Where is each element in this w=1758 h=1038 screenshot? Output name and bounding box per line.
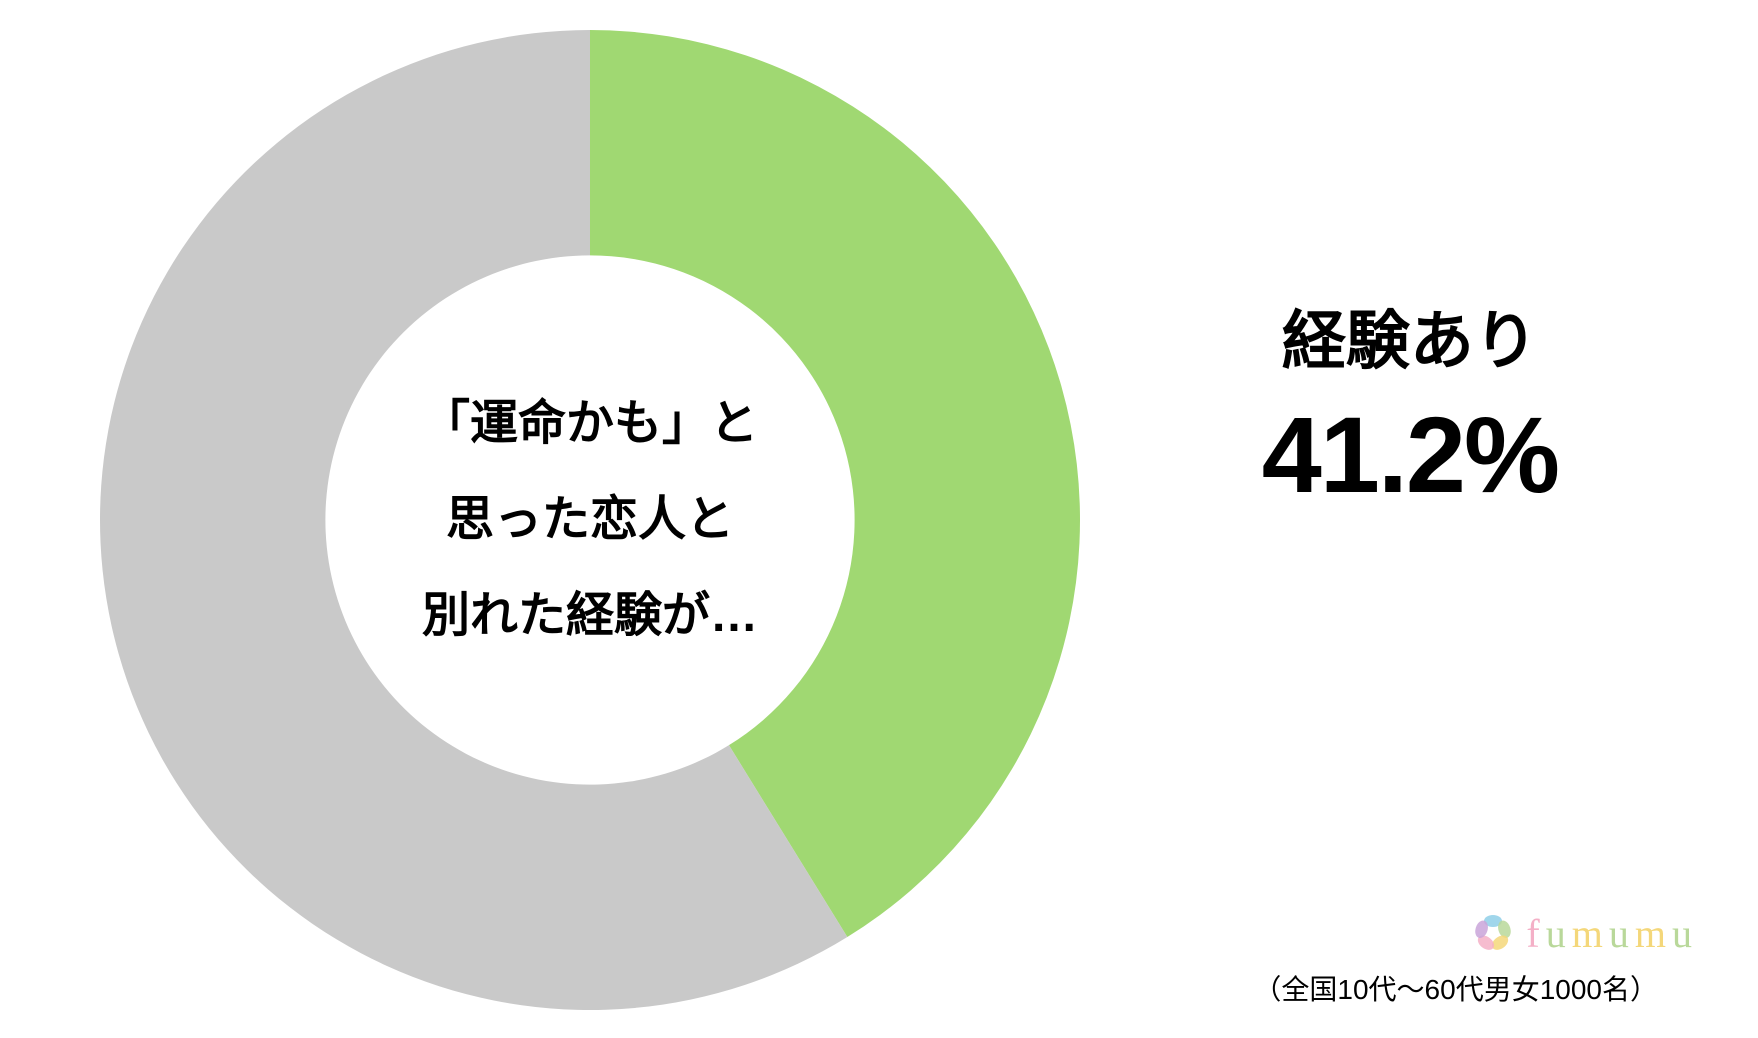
chart-center-text: 「運命かも」と 思った恋人と 別れた経験が…: [422, 376, 758, 664]
center-line-1: 「運命かも」と: [422, 376, 758, 472]
result-label: 経験あり 41.2%: [1262, 290, 1558, 517]
donut-chart: 「運命かも」と 思った恋人と 別れた経験が…: [100, 30, 1080, 1010]
brand-logo: fumumu: [1468, 908, 1698, 958]
center-line-2: 思った恋人と: [422, 472, 758, 568]
logo-text: fumumu: [1526, 910, 1698, 957]
result-value: 41.2%: [1262, 392, 1558, 517]
logo-flower-icon: [1468, 908, 1518, 958]
result-title: 経験あり: [1262, 290, 1558, 382]
center-line-3: 別れた経験が…: [422, 568, 758, 664]
footnote: （全国10代〜60代男女1000名）: [1253, 968, 1658, 1008]
